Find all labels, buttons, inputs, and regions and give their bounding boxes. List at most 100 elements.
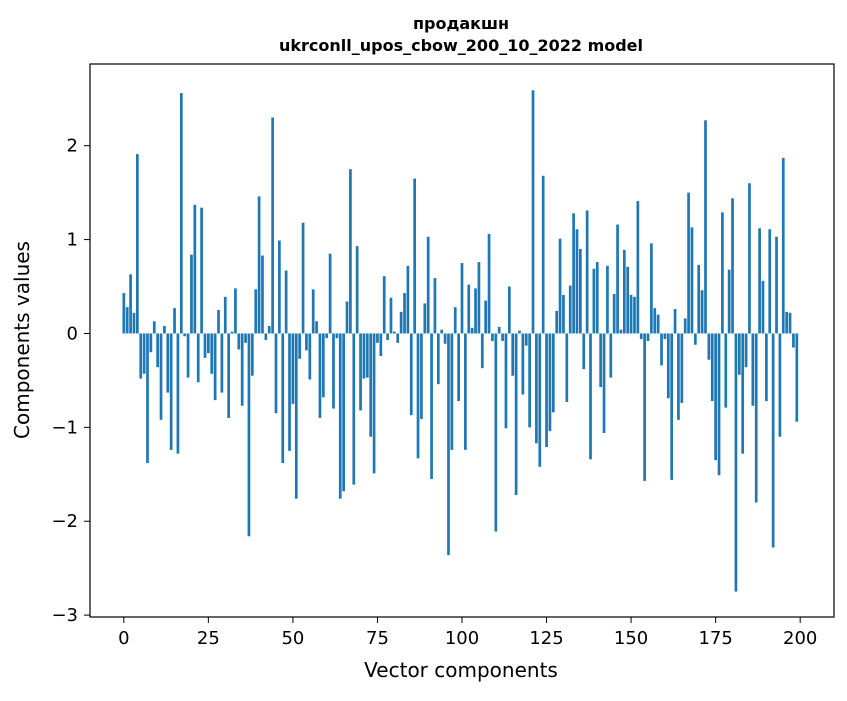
bar-152	[636, 201, 640, 334]
bar-121	[531, 90, 535, 334]
bar-87	[416, 333, 420, 459]
bar-106	[480, 333, 484, 369]
chart-title-line1: продакшн	[413, 14, 509, 33]
bar-104	[474, 288, 477, 334]
bar-163	[673, 309, 677, 334]
bar-156	[650, 243, 653, 334]
bar-88	[420, 333, 423, 419]
bar-179	[727, 269, 731, 334]
bar-132	[568, 285, 572, 334]
x-tick-label: 125	[529, 628, 563, 649]
bar-90	[426, 236, 430, 334]
bar-182	[737, 333, 741, 375]
bar-139	[592, 268, 596, 334]
bar-123	[538, 333, 542, 467]
bar-174	[710, 333, 714, 402]
x-axis-label: Vector components	[364, 658, 558, 682]
bar-101	[464, 333, 467, 450]
bar-159	[660, 333, 663, 366]
bar-18	[183, 333, 187, 337]
bar-14	[169, 333, 173, 450]
bar-78	[386, 333, 389, 341]
bar-29	[220, 333, 224, 393]
bar-103	[470, 327, 474, 334]
bar-145	[612, 294, 616, 334]
bar-26	[210, 333, 214, 374]
bar-155	[646, 333, 650, 341]
bar-194	[778, 333, 782, 437]
bar-168	[690, 227, 694, 334]
bar-55	[308, 333, 312, 380]
bar-82	[399, 311, 403, 334]
bar-99	[457, 333, 460, 402]
bar-109	[491, 333, 494, 341]
bar-4	[135, 154, 139, 334]
bar-185	[748, 183, 751, 334]
bar-51	[294, 333, 298, 499]
bar-66	[345, 301, 349, 334]
bar-92	[433, 278, 437, 334]
y-tick-label: −2	[51, 511, 78, 532]
x-tick-label: 75	[366, 628, 389, 649]
bar-30	[223, 296, 227, 334]
bar-71	[362, 333, 366, 379]
bar-80	[393, 331, 396, 334]
bar-47	[281, 333, 285, 464]
bar-37	[247, 333, 251, 537]
y-axis-ticks: −3 −2 −1 0 1 2	[51, 136, 90, 626]
bar-105	[477, 262, 481, 334]
bar-140	[595, 262, 599, 334]
bar-100	[460, 263, 464, 334]
x-axis-ticks: 0 25 50 75 100 125 150 175 200	[118, 617, 817, 649]
bar-7	[146, 333, 149, 464]
bar-62	[332, 333, 335, 409]
bar-94	[440, 329, 444, 334]
bar-60	[325, 333, 329, 339]
bar-102	[467, 284, 471, 334]
bar-193	[775, 236, 778, 334]
bar-151	[633, 296, 636, 334]
bar-158	[656, 314, 660, 334]
bar-110	[494, 333, 498, 532]
bar-188	[758, 228, 761, 334]
bar-167	[687, 192, 690, 334]
y-tick-label: 0	[67, 323, 78, 344]
bar-25	[207, 333, 210, 354]
bar-9	[152, 321, 156, 334]
bar-59	[321, 333, 325, 398]
bar-54	[305, 333, 308, 351]
bar-44	[271, 117, 274, 334]
bar-173	[707, 333, 711, 360]
bar-161	[666, 333, 670, 399]
bar-138	[589, 333, 592, 460]
bar-28	[217, 309, 220, 334]
bar-0	[122, 293, 126, 334]
bar-17	[179, 93, 183, 334]
bar-170	[697, 264, 701, 334]
bar-116	[514, 333, 518, 495]
bar-164	[677, 333, 680, 420]
bar-108	[487, 233, 491, 334]
bar-56	[311, 289, 315, 334]
bar-136	[582, 333, 586, 370]
bar-98	[453, 307, 457, 334]
bar-129	[558, 238, 562, 334]
bar-20	[190, 254, 193, 334]
bar-125	[545, 333, 548, 448]
bar-176	[717, 333, 721, 476]
bar-128	[555, 310, 559, 334]
bar-177	[721, 212, 724, 334]
bar-57	[315, 321, 318, 334]
bar-12	[163, 325, 166, 334]
bar-143	[606, 265, 609, 334]
bar-34	[237, 333, 241, 350]
bar-192	[771, 333, 775, 548]
bar-74	[372, 333, 376, 474]
bar-6	[142, 333, 146, 374]
bar-84	[406, 265, 410, 334]
bar-142	[602, 333, 606, 433]
bar-146	[616, 224, 619, 334]
bar-22	[196, 333, 200, 383]
